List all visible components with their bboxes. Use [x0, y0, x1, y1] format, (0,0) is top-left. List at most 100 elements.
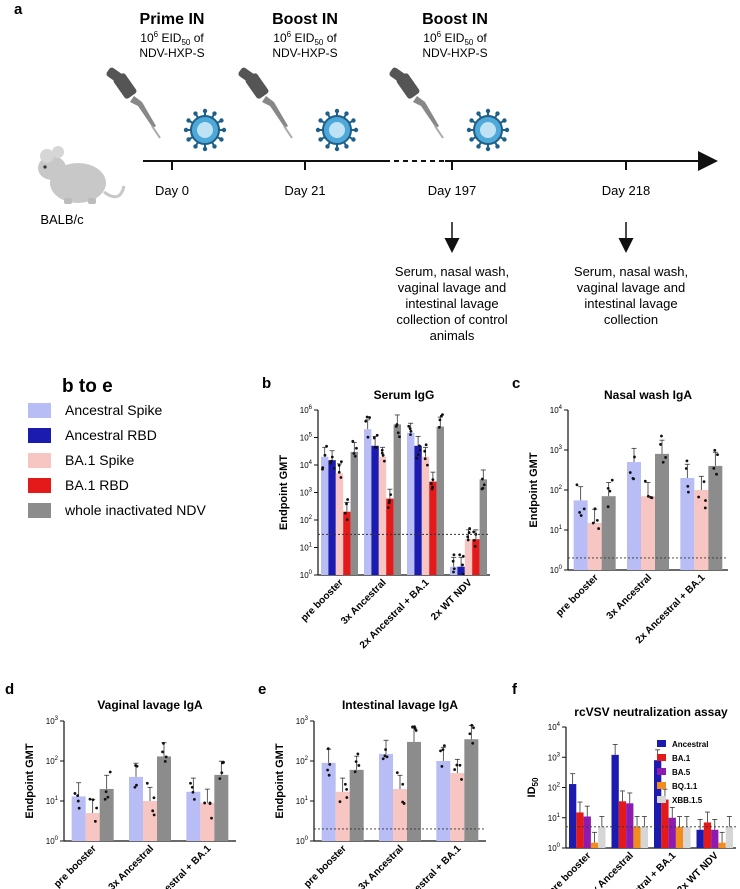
event-boost-1: Boost IN 106 EID50 of NDV-HXP-S — [272, 11, 338, 60]
data-point — [416, 453, 420, 457]
data-point — [697, 495, 701, 499]
data-point — [466, 538, 470, 542]
data-point — [353, 770, 357, 774]
chart-title: rcVSV neutralization assay — [574, 705, 728, 719]
legend-swatch-ba-1-rbd — [28, 478, 51, 493]
legend-label-ancestral-spike: Ancestral Spike — [65, 402, 162, 418]
virus-icon — [183, 108, 227, 152]
bar-ba-1-pre-booster — [576, 812, 584, 848]
legend-label-xbb-1-5: XBB.1.5 — [672, 796, 703, 805]
bar-ancestral-spike-2x-ancestral-ba-1 — [407, 432, 415, 575]
data-point — [418, 448, 422, 452]
pipette-icon — [238, 67, 293, 139]
legend-swatch-whole-inactivated-ndv — [28, 503, 51, 518]
data-point — [461, 563, 464, 567]
data-point — [423, 457, 427, 461]
data-point — [461, 554, 465, 558]
bar-whole-inactivated-ndv-2x-ancestral-ba-1 — [214, 774, 229, 841]
bar-ba-1-rbd-2x-wt-ndv — [472, 539, 480, 575]
data-point — [326, 747, 330, 751]
data-point — [606, 505, 610, 509]
chart-title: Intestinal lavage IgA — [342, 698, 458, 712]
data-point — [686, 484, 690, 488]
bar-ba-1-spike-2x-ancestral-ba-1 — [421, 456, 430, 575]
data-point — [649, 495, 653, 499]
data-point — [452, 570, 455, 574]
data-point — [468, 732, 472, 736]
data-point — [356, 752, 360, 756]
svg-text:intestinal lavage: intestinal lavage — [405, 296, 498, 311]
data-point — [468, 527, 472, 530]
data-point — [408, 427, 412, 431]
data-point — [471, 741, 475, 745]
y-tick-label: 104 — [300, 460, 313, 470]
y-tick-label: 100 — [296, 836, 309, 846]
x-tick-label-3x-ancestral: 3x Ancestral — [605, 572, 655, 622]
bar-whole-inactivated-ndv-pre-booster — [349, 769, 364, 841]
data-point — [704, 499, 707, 502]
data-point — [191, 790, 195, 794]
data-point — [461, 572, 465, 576]
x-tick-label-pre-booster: pre booster — [52, 843, 99, 889]
event-vaccine: NDV-HXP-S — [422, 46, 487, 60]
bar-ba-1-spike-pre-booster — [335, 473, 344, 575]
data-point — [332, 467, 336, 470]
bar-ba-1-2x-wt-ndv — [703, 822, 712, 848]
bar-ancestral-spike-3x-ancestral — [627, 462, 641, 570]
data-point — [337, 470, 341, 474]
data-point — [325, 444, 328, 448]
data-point — [608, 489, 612, 493]
data-point — [103, 797, 107, 801]
y-tick-label: 100 — [300, 570, 313, 580]
data-point — [401, 782, 405, 786]
bar-xbb-1-5-pre-booster — [598, 826, 606, 848]
pipette-icon — [106, 67, 161, 139]
data-point — [77, 806, 81, 810]
bar-ancestral-spike-pre-booster — [321, 762, 336, 841]
event-boost-2: Boost IN 106 EID50 of NDV-HXP-S — [422, 11, 488, 60]
data-point — [385, 755, 389, 759]
bar-ba-1-spike-2x-ancestral-ba-1 — [200, 802, 215, 841]
data-point — [383, 754, 387, 758]
data-point — [375, 446, 378, 449]
mouse-strain-label: BALB/c — [40, 212, 84, 227]
data-point — [398, 435, 401, 439]
svg-text:vaginal lavage and: vaginal lavage and — [577, 280, 685, 295]
data-point — [482, 483, 486, 487]
data-point — [220, 771, 224, 775]
svg-text:collection of control: collection of control — [396, 312, 507, 327]
data-point — [452, 567, 456, 571]
legend-label-ba-1-rbd: BA.1 RBD — [65, 477, 129, 493]
data-point — [453, 768, 457, 771]
day-label: Day 218 — [602, 183, 650, 198]
collection-note-day-197: Serum, nasal wash, vaginal lavage and in… — [395, 264, 509, 343]
event-dose: 106 EID50 of — [140, 30, 204, 47]
bar-ba-1-spike-2x-ancestral-ba-1 — [450, 773, 465, 841]
bar-whole-inactivated-ndv-3x-ancestral — [157, 756, 171, 841]
data-point — [189, 781, 192, 785]
data-point — [418, 444, 421, 448]
legend-swatch-bq-1-1 — [657, 782, 666, 789]
data-point — [684, 467, 688, 470]
data-point — [458, 763, 462, 767]
data-point — [218, 777, 222, 781]
data-point — [712, 466, 716, 470]
data-point — [88, 797, 92, 801]
data-point — [323, 453, 327, 457]
data-point — [394, 424, 398, 428]
x-tick-label-3x-ancestral: 3x Ancestral — [107, 843, 157, 889]
day-label: Day 197 — [428, 183, 476, 198]
data-point — [208, 801, 212, 805]
bar-ancestral-rbd-2x-wt-ndv — [457, 566, 465, 575]
bar-whole-inactivated-ndv-pre-booster — [601, 496, 616, 570]
data-point — [135, 764, 139, 768]
data-point — [438, 418, 442, 422]
data-point — [643, 479, 647, 483]
bar-ba-1-spike-pre-booster — [85, 813, 100, 841]
legend-title: b to e — [62, 376, 113, 397]
data-point — [389, 493, 393, 497]
data-point — [664, 456, 667, 459]
data-point — [321, 466, 325, 470]
data-point — [375, 433, 379, 437]
bar-whole-inactivated-ndv-2x-ancestral-ba-1 — [436, 426, 444, 575]
